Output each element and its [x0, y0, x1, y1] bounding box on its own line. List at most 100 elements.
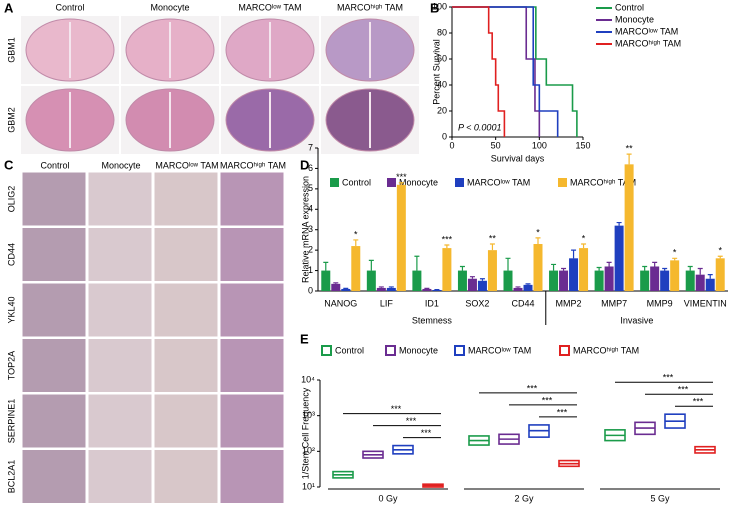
bar	[640, 270, 650, 291]
bar	[422, 288, 432, 291]
ihc-image	[21, 282, 87, 338]
bar	[579, 248, 589, 291]
ihc-image	[87, 338, 153, 393]
x-tick-label: CD44	[511, 298, 534, 308]
bar	[331, 283, 341, 291]
survival-line	[452, 6, 559, 137]
x-tick-label: SOX2	[465, 298, 489, 308]
ihc-image	[21, 227, 87, 282]
legend-label: Control	[342, 177, 371, 187]
ihc-image	[219, 282, 285, 338]
error-bar	[388, 286, 394, 288]
legend-swatch	[559, 345, 570, 356]
ihc-image	[21, 449, 87, 504]
significance: *	[718, 246, 722, 256]
y-tick-label: 1	[308, 265, 313, 275]
legend-swatch	[387, 178, 396, 187]
bar	[695, 274, 705, 291]
x-tick-label: 0	[449, 140, 454, 150]
error-bar	[424, 287, 430, 289]
x-tick-label: NANOG	[324, 298, 357, 308]
ihc-image	[219, 449, 285, 504]
bar	[513, 287, 523, 291]
y-tick-label: 0	[308, 285, 313, 295]
bar	[503, 270, 513, 291]
bar	[432, 289, 442, 291]
significance: *	[673, 248, 677, 258]
bar	[366, 270, 376, 291]
error-bar	[571, 249, 577, 259]
legend-swatch	[385, 345, 396, 356]
panel-label: E	[300, 331, 309, 346]
row-label: OLIG2	[6, 186, 16, 213]
row-label: CD44	[6, 243, 16, 266]
error-bar	[459, 265, 465, 271]
y-tick-label: 80	[437, 27, 447, 37]
bar	[341, 288, 351, 291]
error-bar	[551, 263, 557, 271]
row-label: TOP2A	[6, 351, 16, 380]
column-label: Monocyte	[101, 160, 140, 170]
survival-line	[452, 6, 578, 137]
bar	[604, 266, 614, 291]
ihc-image	[21, 393, 87, 449]
error-bar	[606, 261, 612, 267]
ihc-image	[153, 338, 219, 393]
y-tick-label: 4	[308, 204, 313, 214]
significance: ***	[678, 385, 689, 395]
significance: **	[489, 233, 497, 243]
significance: **	[626, 144, 634, 154]
ihc-image	[87, 449, 153, 504]
legend-swatch	[455, 178, 464, 187]
error-bar	[505, 257, 511, 271]
significance: ***	[693, 397, 704, 407]
error-bar	[687, 265, 693, 271]
legend-label: Monocyte	[399, 345, 438, 355]
significance: ***	[527, 383, 538, 393]
y-tick-label: 100	[432, 1, 447, 11]
survival-line	[452, 6, 506, 137]
legend-swatch	[454, 345, 465, 356]
bar	[457, 270, 467, 291]
ihc-image	[153, 227, 219, 282]
ihc-image	[87, 393, 153, 449]
y-axis-label: Relative mRNA expression	[300, 176, 310, 283]
x-tick-label: 5 Gy	[650, 493, 670, 503]
significance: ***	[406, 416, 417, 426]
ihc-image	[219, 171, 285, 227]
error-bar	[444, 244, 450, 249]
error-bar	[353, 239, 359, 247]
bar	[624, 164, 634, 291]
bar	[650, 266, 660, 291]
ihc-image	[153, 282, 219, 338]
y-tick-label: 10²	[302, 446, 315, 456]
error-bar	[596, 266, 602, 271]
ihc-image	[153, 393, 219, 449]
ihc-image	[21, 171, 87, 227]
significance: ***	[542, 395, 553, 405]
error-bar	[616, 221, 622, 226]
legend-label: Control	[615, 2, 644, 12]
legend-label: MARCOʰⁱᵍʰ TAM	[573, 345, 639, 355]
error-bar	[323, 261, 329, 271]
annotation: P < 0.0001	[458, 122, 501, 132]
significance: *	[354, 229, 358, 239]
x-tick-label: VIMENTIN	[684, 298, 727, 308]
column-label: MARCOˡᵒʷ TAM	[155, 160, 218, 170]
significance: ***	[557, 407, 568, 417]
error-bar	[398, 182, 404, 185]
bar	[594, 270, 604, 291]
error-bar	[662, 267, 668, 271]
error-bar	[525, 283, 531, 285]
bar	[487, 250, 497, 291]
significance: *	[582, 233, 586, 243]
bar	[660, 270, 670, 291]
bar	[376, 287, 386, 291]
y-tick-label: 10³	[302, 410, 315, 420]
error-bar	[652, 261, 658, 267]
legend-label: MARCOʰⁱᵍʰ TAM	[615, 38, 681, 48]
group-label: Invasive	[620, 315, 653, 325]
column-label: MARCOˡᵒʷ TAM	[238, 2, 301, 12]
y-tick-label: 5	[308, 183, 313, 193]
error-bar	[469, 276, 475, 279]
